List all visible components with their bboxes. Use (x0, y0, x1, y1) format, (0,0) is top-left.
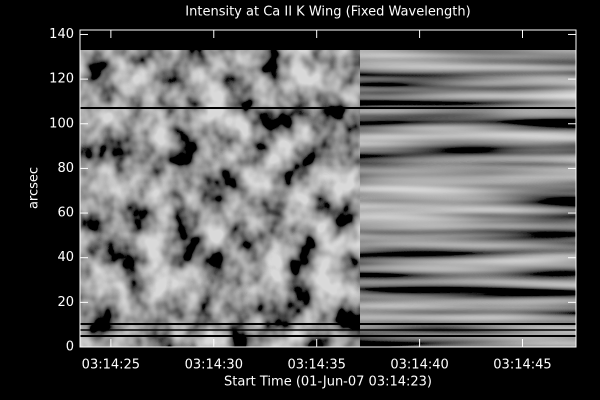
y-tick-label: 20 (57, 295, 74, 310)
y-axis-label: arcsec (27, 167, 42, 209)
y-tick-label: 100 (49, 116, 74, 131)
x-tick-label: 03:14:25 (82, 358, 140, 373)
y-tick-label: 80 (57, 161, 74, 176)
y-tick-label: 60 (57, 206, 74, 221)
x-tick-label: 03:14:45 (493, 358, 551, 373)
y-tick-label: 120 (49, 72, 74, 87)
y-tick-label: 40 (57, 250, 74, 265)
x-tick-label: 03:14:30 (185, 358, 243, 373)
x-tick-label: 03:14:35 (287, 358, 345, 373)
plot-frame (79, 29, 577, 348)
x-axis-label: Start Time (01-Jun-07 03:14:23) (224, 375, 432, 390)
intensity-image (80, 50, 576, 347)
x-tick-label: 03:14:40 (390, 358, 448, 373)
chart-title: Intensity at Ca II K Wing (Fixed Wavelen… (185, 5, 470, 20)
y-tick-label: 0 (66, 340, 74, 355)
y-tick-label: 140 (49, 27, 74, 42)
